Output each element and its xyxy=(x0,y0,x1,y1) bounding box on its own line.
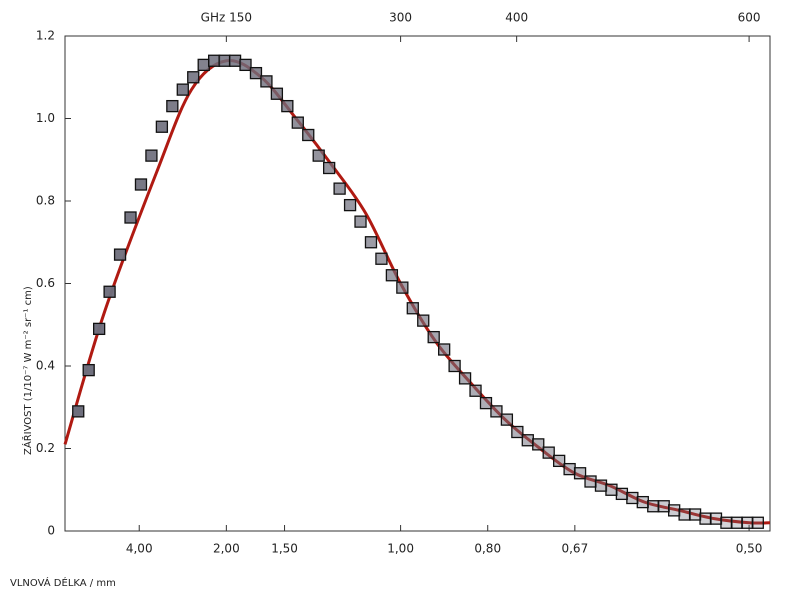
data-point xyxy=(521,434,534,447)
data-point xyxy=(228,54,242,67)
data-point xyxy=(709,512,723,525)
x-tick-label: 2,00 xyxy=(213,542,240,556)
data-point xyxy=(511,425,524,439)
y-tick-label: 0.4 xyxy=(36,359,55,373)
x-tick-label: 0,80 xyxy=(474,542,501,556)
data-point xyxy=(427,330,440,344)
data-point xyxy=(291,116,304,129)
data-point xyxy=(343,198,357,212)
data-point xyxy=(197,58,210,72)
y-tick-label: 0.2 xyxy=(36,441,55,455)
data-point xyxy=(584,475,597,488)
x2-tick-label: 400 xyxy=(505,11,528,25)
data-point xyxy=(155,120,169,133)
data-point xyxy=(333,182,346,195)
data-point xyxy=(573,467,587,480)
data-point xyxy=(176,83,189,96)
data-point xyxy=(375,252,388,265)
data-point xyxy=(72,405,85,418)
data-point xyxy=(626,491,639,505)
data-point xyxy=(605,483,618,496)
data-point xyxy=(438,343,451,356)
data-point xyxy=(417,314,430,327)
y-tick-label: 0 xyxy=(47,524,55,538)
data-point xyxy=(678,508,691,521)
x-tick-label: 0,50 xyxy=(736,542,763,556)
data-point xyxy=(187,71,200,84)
data-point xyxy=(647,500,660,513)
data-point xyxy=(730,516,744,529)
data-point xyxy=(469,384,482,397)
data-point xyxy=(385,269,399,282)
x2-tick-label: GHz 150 xyxy=(201,11,252,25)
data-point xyxy=(741,516,754,529)
data-point xyxy=(208,54,221,67)
y-tick-label: 0.8 xyxy=(36,194,55,208)
x-axis-label: VLNOVÁ DÉLKA / mm xyxy=(10,576,116,589)
fit-curve xyxy=(63,58,771,525)
data-point xyxy=(312,149,325,162)
x-tick-label: 0,67 xyxy=(561,542,588,556)
data-point xyxy=(563,462,576,476)
data-point xyxy=(396,281,409,294)
data-point xyxy=(113,248,127,261)
data-point xyxy=(124,211,137,224)
data-point xyxy=(145,149,158,162)
data-point xyxy=(218,54,231,67)
data-point xyxy=(636,495,649,509)
data-point xyxy=(134,178,148,191)
data-point xyxy=(688,508,702,521)
x-tick-label: 1,00 xyxy=(387,542,414,556)
data-point xyxy=(699,512,712,525)
data-point xyxy=(270,87,284,100)
data-point xyxy=(103,285,116,298)
data-point xyxy=(542,446,555,459)
data-point xyxy=(751,516,764,529)
x2-tick-label: 300 xyxy=(389,11,412,25)
y-tick-label: 1.0 xyxy=(36,111,55,125)
data-point xyxy=(260,75,273,88)
data-point xyxy=(82,363,95,377)
data-point xyxy=(249,66,263,80)
data-point xyxy=(239,58,252,72)
data-point xyxy=(479,396,493,410)
data-point xyxy=(166,99,179,113)
data-point xyxy=(302,128,315,142)
data-point xyxy=(458,372,472,385)
data-point xyxy=(594,479,608,492)
y-tick-label: 1.2 xyxy=(36,29,55,43)
data-point xyxy=(354,215,367,228)
data-point xyxy=(500,413,514,426)
data-point xyxy=(364,236,378,249)
data-point xyxy=(406,302,419,315)
data-point xyxy=(720,516,733,529)
data-point xyxy=(323,161,336,175)
x-tick-label: 4,00 xyxy=(126,542,153,556)
x2-tick-label: 600 xyxy=(738,11,761,25)
data-point xyxy=(281,99,294,113)
data-point xyxy=(553,454,566,468)
data-point xyxy=(615,487,629,501)
x-tick-label: 1,50 xyxy=(271,542,298,556)
data-point xyxy=(657,500,670,513)
data-point xyxy=(448,359,461,373)
y-axis-label: ZÁŘIVOST (1/10⁻⁷ W m⁻² sr⁻¹ cm) xyxy=(21,286,34,455)
data-point xyxy=(490,405,503,418)
data-point xyxy=(93,322,106,336)
data-point xyxy=(668,504,681,517)
y-tick-label: 0.6 xyxy=(36,276,55,290)
data-point xyxy=(532,438,545,451)
